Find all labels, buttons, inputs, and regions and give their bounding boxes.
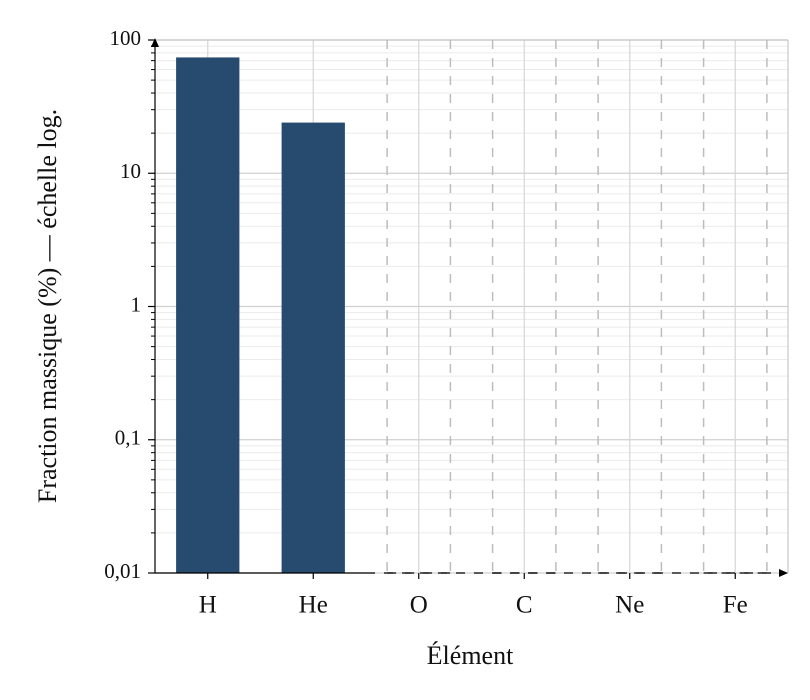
y-axis-arrow (151, 38, 159, 47)
x-tick-label: C (516, 592, 533, 619)
y-tick-label: 0,01 (104, 559, 141, 583)
x-axis-arrow (779, 569, 788, 577)
bar (176, 57, 240, 574)
x-tick-label: Fe (723, 592, 748, 619)
x-tick-label: O (410, 592, 428, 619)
y-tick-label: 1 (131, 292, 142, 316)
x-tick-label: Ne (615, 592, 644, 619)
bar (281, 122, 345, 573)
x-tick-label: H (199, 592, 217, 619)
x-tick-label: He (299, 592, 328, 619)
y-tick-label: 10 (120, 159, 141, 183)
y-tick-label: 100 (110, 26, 142, 50)
x-axis-label: Élément (427, 641, 514, 670)
y-axis-label: Fraction massique (%) — échelle log. (33, 109, 62, 503)
y-tick-label: 0,1 (115, 426, 141, 450)
